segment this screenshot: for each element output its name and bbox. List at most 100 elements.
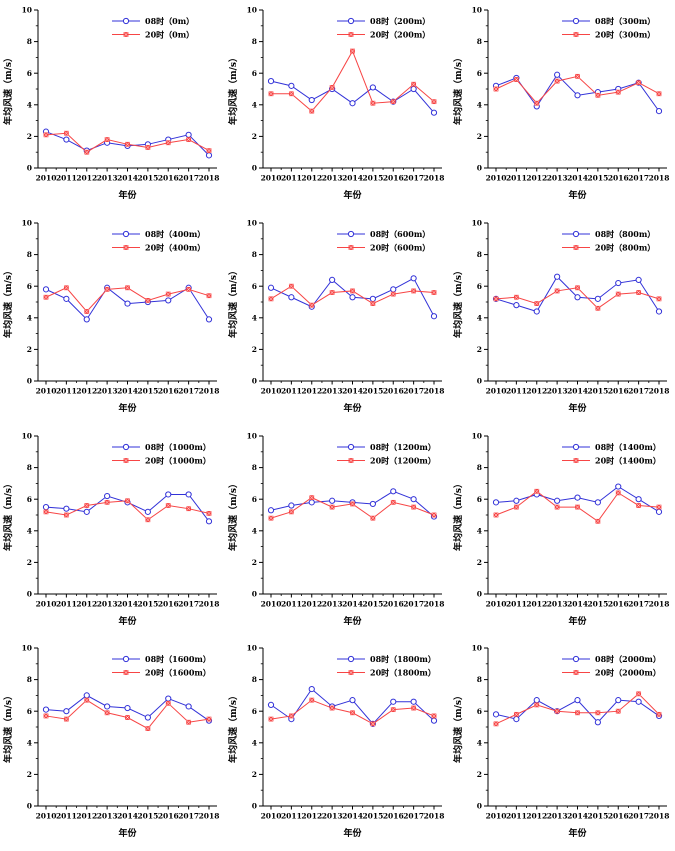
filled-square-marker-icon [288, 713, 294, 719]
x-tick-label: 2010 [486, 386, 507, 395]
filled-square-marker-icon [350, 48, 355, 54]
filled-square-marker-icon [575, 504, 580, 509]
legend: 08时（1600m） 20时（1600m） [112, 654, 211, 678]
x-ticks: 2010 2011 2012 2013 2014 2015 2016 2017 2018 [486, 593, 670, 608]
x-tick-label: 2010 [36, 386, 57, 395]
x-tick-label: 2014 [567, 386, 588, 395]
x-tick-label: 2015 [587, 174, 608, 183]
x-tick-label: 2018 [649, 599, 670, 608]
chart-2000m: 0 2 4 6 8 10 2010 2011 2012 2013 2014 2015 2016 2017 2… [450, 638, 675, 851]
x-tick-label: 2015 [362, 386, 383, 395]
x-tick-label: 2014 [117, 174, 138, 183]
legend-label: 08时（200m） [370, 16, 430, 26]
filled-square-marker-icon [554, 78, 560, 84]
series-20时 [268, 697, 437, 727]
open-circle-marker-icon [594, 498, 601, 505]
y-tick-label: 6 [27, 282, 32, 291]
open-circle-marker-icon [122, 17, 130, 25]
open-circle-marker-icon [347, 443, 355, 450]
x-tick-label: 2013 [547, 386, 568, 395]
open-circle-marker-icon [513, 497, 520, 504]
x-tick-label: 2013 [322, 812, 343, 821]
filled-square-marker-icon [513, 504, 519, 509]
filled-square-marker-icon [656, 296, 662, 301]
open-circle-marker-icon [122, 443, 130, 450]
filled-square-marker-icon [186, 137, 192, 142]
chart-400m: 0 2 4 6 8 10 2010 2011 2012 2013 2014 2015 2016 2017 2… [0, 213, 225, 426]
filled-square-marker-icon [165, 291, 171, 297]
open-circle-marker-icon [513, 301, 520, 309]
filled-square-marker-icon [656, 504, 662, 509]
y-tick-label: 0 [252, 802, 257, 811]
y-axis-title: 年均风速（m/s） [227, 479, 239, 551]
filled-square-marker-icon [123, 244, 129, 250]
open-circle-marker-icon [574, 293, 581, 301]
y-tick-label: 6 [252, 494, 257, 503]
x-tick-label: 2013 [97, 812, 118, 821]
x-tick-label: 2018 [199, 174, 220, 183]
open-circle-marker-icon [63, 295, 70, 302]
filled-square-marker-icon [43, 132, 49, 138]
x-tick-label: 2015 [587, 599, 608, 608]
chart-200m: 0 2 4 6 8 10 2010 2011 2012 2013 2014 2015 2016 2017 2… [225, 0, 450, 213]
filled-square-marker-icon [636, 289, 642, 295]
filled-square-marker-icon [411, 81, 417, 87]
y-tick-label: 10 [22, 644, 32, 653]
x-tick-label: 2012 [76, 812, 97, 821]
filled-square-marker-icon [411, 705, 417, 711]
open-circle-marker-icon [185, 131, 192, 138]
open-circle-marker-icon [574, 697, 581, 704]
filled-square-marker-icon [145, 516, 151, 522]
open-circle-marker-icon [349, 100, 356, 107]
filled-square-marker-icon [165, 701, 171, 706]
x-ticks: 2010 2011 2012 2013 2014 2015 2016 2017 2018 [36, 593, 220, 608]
filled-square-marker-icon [534, 300, 540, 306]
filled-square-marker-icon [206, 293, 212, 298]
filled-square-marker-icon [268, 515, 274, 521]
y-tick-label: 8 [252, 675, 257, 684]
legend-label: 08时（1600m） [145, 654, 211, 664]
filled-square-marker-icon [104, 137, 110, 142]
open-circle-marker-icon [165, 297, 172, 304]
series-20时 [493, 73, 662, 106]
open-circle-marker-icon [122, 656, 130, 663]
filled-square-marker-icon [370, 100, 376, 106]
filled-square-marker-icon [104, 286, 110, 292]
x-tick-label: 2016 [383, 386, 404, 395]
open-circle-marker-icon [615, 279, 622, 286]
filled-square-marker-icon [390, 707, 396, 713]
y-tick-label: 0 [252, 376, 257, 385]
y-tick-label: 8 [27, 250, 32, 259]
x-tick-label: 2011 [506, 174, 527, 183]
y-tick-label: 2 [252, 770, 257, 779]
filled-square-marker-icon [348, 32, 354, 37]
open-circle-marker-icon [572, 230, 580, 237]
series-20时 [493, 488, 662, 524]
open-circle-marker-icon [533, 697, 540, 704]
y-tick-label: 0 [477, 589, 482, 598]
series-08时 [492, 482, 663, 515]
filled-square-marker-icon [636, 691, 642, 697]
x-ticks: 2010 2011 2012 2013 2014 2015 2016 2017 2018 [261, 168, 444, 183]
x-tick-label: 2018 [199, 599, 220, 608]
y-tick-label: 2 [27, 558, 32, 567]
open-circle-marker-icon [347, 656, 355, 663]
open-circle-marker-icon [347, 17, 355, 25]
y-tick-label: 8 [477, 675, 482, 684]
x-axis-title: 年份 [568, 402, 587, 414]
filled-square-marker-icon [145, 726, 151, 732]
filled-square-marker-icon [125, 141, 130, 147]
y-tick-label: 8 [477, 463, 482, 472]
open-circle-marker-icon [267, 506, 275, 513]
open-circle-marker-icon [533, 308, 540, 315]
open-circle-marker-icon [288, 293, 295, 301]
y-tick-label: 0 [252, 589, 257, 598]
filled-square-marker-icon [573, 244, 579, 250]
filled-square-marker-icon [370, 515, 376, 521]
x-ticks: 2010 2011 2012 2013 2014 2015 2016 2017 2018 [261, 593, 444, 608]
x-tick-label: 2016 [383, 812, 404, 821]
open-circle-marker-icon [574, 494, 581, 501]
filled-square-marker-icon [348, 457, 354, 463]
x-tick-label: 2017 [178, 386, 199, 395]
x-tick-label: 2014 [567, 812, 588, 821]
